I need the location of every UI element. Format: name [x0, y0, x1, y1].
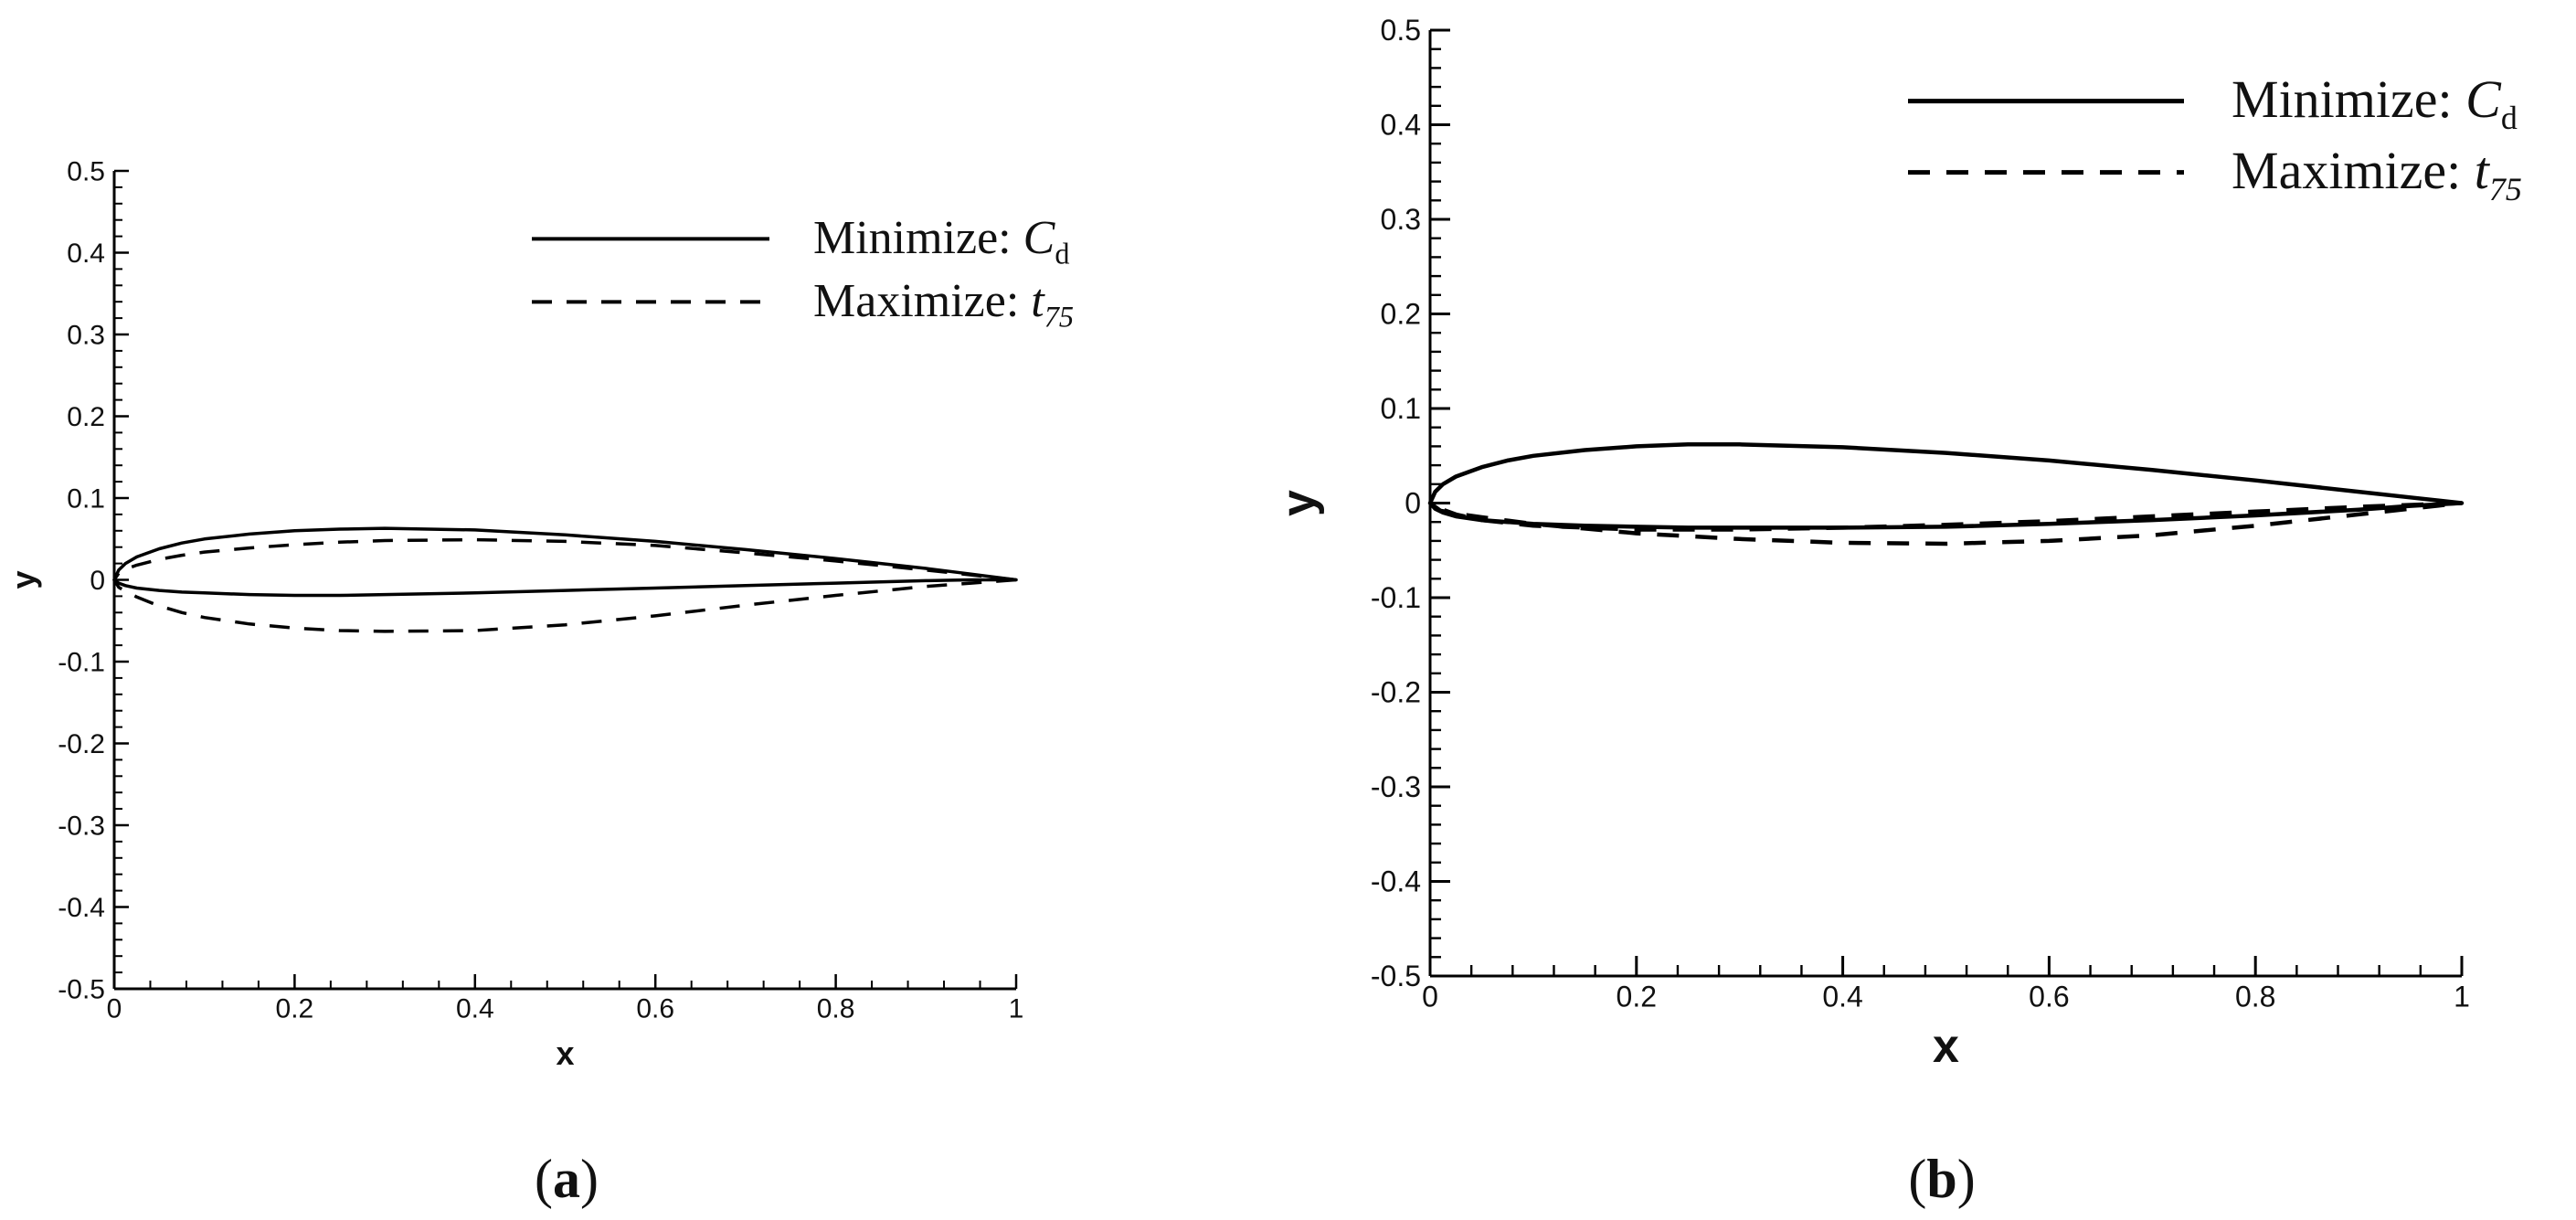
legend-symbol: C	[2465, 69, 2502, 129]
y-tick-label: 0.2	[1381, 298, 1421, 331]
y-tick-label: 0	[90, 566, 105, 596]
y-tick-label: 0.2	[67, 402, 105, 432]
y-tick-label: 0.4	[67, 239, 105, 269]
x-tick-label: 0.6	[2029, 981, 2069, 1013]
y-tick-label: 0	[1405, 487, 1421, 520]
caption-paren-open: (	[1908, 1149, 1926, 1209]
legend-item-maximize-t75: Maximize: t75	[532, 275, 1074, 333]
x-tick-label: 0.8	[2235, 981, 2275, 1013]
legend-label-minimize-cd: Minimize: Cd	[2231, 69, 2518, 136]
legend-subscript: d	[2501, 100, 2518, 136]
y-tick-label: 0.3	[1381, 203, 1421, 236]
legend-prefix: Minimize:	[813, 212, 1023, 264]
y-axis-label: y	[1272, 490, 1325, 516]
y-tick-label: -0.4	[1371, 865, 1421, 898]
y-tick-label: 0.4	[1381, 109, 1421, 142]
legend-item-maximize-t75: Maximize: t75	[1908, 141, 2522, 207]
y-tick-label: -0.5	[58, 975, 105, 1005]
ticks	[112, 169, 1018, 991]
y-tick-label: 0.5	[1381, 14, 1421, 47]
y-tick-label: -0.1	[58, 648, 105, 678]
caption-paren-close: )	[580, 1149, 599, 1209]
y-tick-label: -0.4	[58, 893, 105, 923]
tick-labels: -0.5 -0.4 -0.3 -0.2 -0.1 0 0.1 0.2 0.3 0.4 0.5 0 0.2…	[58, 157, 1023, 1024]
legend-label-maximize-t75: Maximize: t75	[2231, 141, 2522, 207]
legend-prefix: Minimize:	[2231, 69, 2465, 129]
series-maximize-t75-curve	[1427, 501, 2463, 546]
x-tick-label: 0.4	[456, 994, 494, 1024]
legend-item-minimize-cd: Minimize: Cd	[1908, 69, 2518, 136]
legend-label-minimize-cd: Minimize: Cd	[813, 212, 1069, 270]
legend-item-minimize-cd: Minimize: Cd	[532, 212, 1069, 270]
caption-letter: b	[1926, 1149, 1956, 1209]
y-tick-label: -0.1	[1371, 581, 1421, 614]
y-tick-label: -0.3	[58, 812, 105, 842]
x-tick-label: 0	[107, 994, 122, 1024]
legend-subscript: d	[1055, 237, 1069, 270]
x-tick-label: 0.6	[636, 994, 674, 1024]
x-tick-label: 0.2	[1617, 981, 1657, 1013]
y-tick-label: -0.2	[58, 729, 105, 759]
x-tick-label: 0	[1422, 981, 1438, 1013]
tick-labels: -0.5 -0.4 -0.3 -0.2 -0.1 0 0.1 0.2 0.3 0.4 0.5 0 0.2…	[1371, 14, 2470, 1013]
y-tick-label: -0.2	[1371, 676, 1421, 709]
legend-symbol: C	[1023, 212, 1056, 264]
legend-subscript: 75	[1044, 300, 1074, 333]
chart-panel-b: -0.5 -0.4 -0.3 -0.2 -0.1 0 0.1 0.2 0.3 0.4 0.5 0 0.2…	[1272, 14, 2522, 1209]
legend-prefix: Maximize:	[2231, 141, 2475, 200]
chart-panel-a: -0.5 -0.4 -0.3 -0.2 -0.1 0 0.1 0.2 0.3 0.4 0.5 0 0.2…	[5, 157, 1074, 1210]
legend: Minimize: Cd Maximize: t75	[532, 212, 1074, 333]
legend-prefix: Maximize:	[813, 275, 1031, 327]
caption-letter: a	[553, 1149, 580, 1209]
y-tick-label: -0.5	[1371, 960, 1421, 992]
y-tick-label: 0.5	[67, 157, 105, 187]
y-tick-label: 0.1	[1381, 392, 1421, 425]
caption-paren-open: (	[535, 1149, 553, 1209]
legend-subscript: 75	[2489, 171, 2522, 207]
y-tick-label: 0.1	[67, 484, 105, 515]
caption-paren-close: )	[1957, 1149, 1976, 1209]
x-tick-label: 0.8	[817, 994, 855, 1024]
y-tick-label: -0.3	[1371, 770, 1421, 803]
legend-symbol: t	[1031, 275, 1045, 327]
y-axis-label: y	[5, 570, 42, 589]
x-tick-label: 1	[2454, 981, 2470, 1013]
legend-symbol: t	[2475, 141, 2491, 200]
x-tick-label: 0.2	[276, 994, 314, 1024]
panel-caption-a: (a)	[535, 1149, 599, 1209]
x-tick-label: 1	[1009, 994, 1024, 1024]
panel-caption-b: (b)	[1908, 1149, 1975, 1209]
legend-label-maximize-t75: Maximize: t75	[813, 275, 1074, 333]
x-axis-label: x	[556, 1034, 574, 1072]
legend: Minimize: Cd Maximize: t75	[1908, 69, 2522, 207]
x-axis-label: x	[1933, 1020, 1959, 1073]
ticks	[1428, 28, 2464, 978]
y-tick-label: 0.3	[67, 321, 105, 351]
x-tick-label: 0.4	[1822, 981, 1862, 1013]
